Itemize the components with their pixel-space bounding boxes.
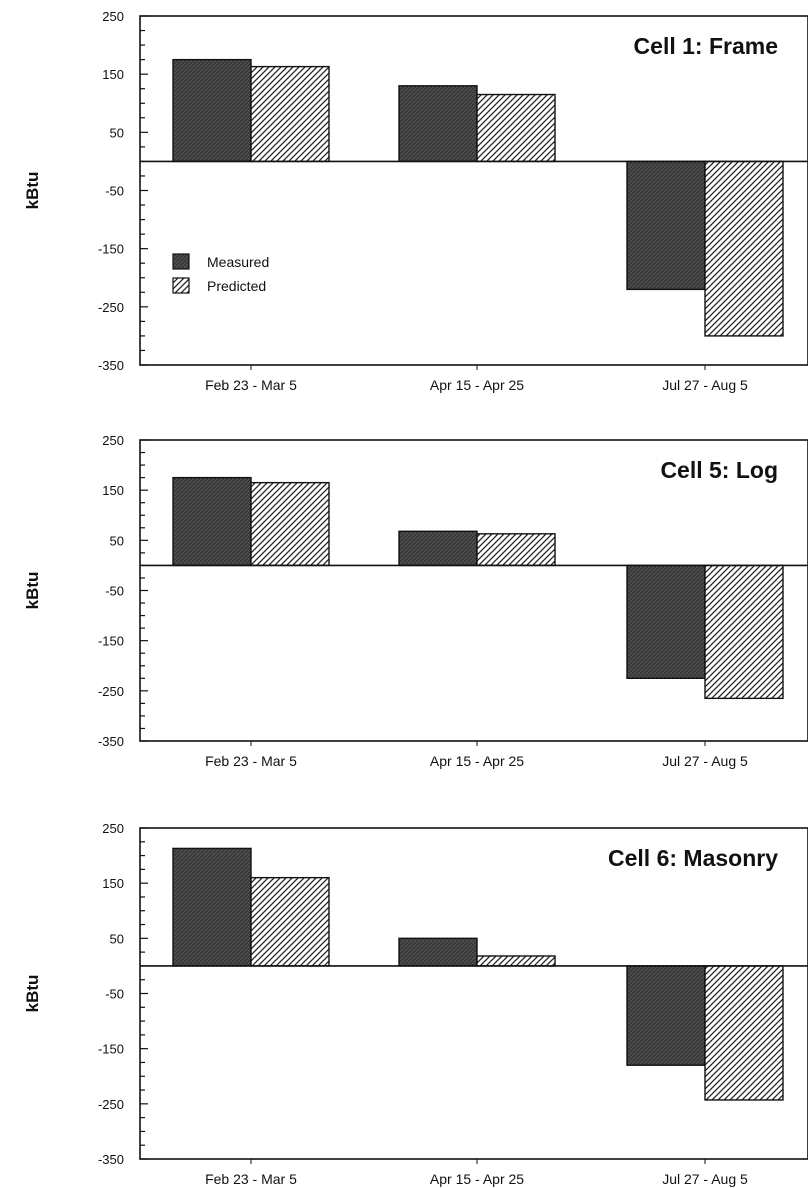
y-axis-label: kBtu (23, 572, 42, 610)
legend-swatch-predicted (172, 277, 190, 294)
bar-predicted (250, 65, 330, 163)
legend-label-measured: Measured (207, 254, 269, 270)
bar-measured (626, 564, 706, 679)
y-tick-label: -350 (98, 734, 124, 749)
y-tick-label: 150 (102, 67, 124, 82)
legend: Measured Predicted (172, 253, 269, 294)
bar-predicted (476, 955, 556, 967)
chart-panel-1: 250 150 50 -50 -150 -250 -350 kBtu Cell 1: Frame… (23, 9, 808, 393)
y-tick-label: -250 (98, 684, 124, 699)
bar-measured (398, 85, 478, 163)
y-tick-label: 150 (102, 876, 124, 891)
bar-predicted (250, 481, 330, 567)
x-category-label: Apr 15 - Apr 25 (430, 1171, 524, 1187)
bar-predicted (476, 93, 556, 163)
bar-measured (398, 530, 478, 567)
y-tick-label: -50 (105, 987, 124, 1002)
y-tick-label: -250 (98, 300, 124, 315)
bar-measured (172, 476, 252, 567)
x-category-label: Jul 27 - Aug 5 (662, 377, 748, 393)
bar-predicted (476, 533, 556, 567)
y-tick-label: 50 (110, 125, 124, 140)
bar-predicted (704, 564, 784, 700)
chart-panel-2: 250 150 50 -50 -150 -250 -350 kBtu Cell 5: Log Fe… (23, 433, 808, 769)
y-tick-label: -150 (98, 242, 124, 257)
y-tick-label: -350 (98, 1152, 124, 1167)
x-category-label: Apr 15 - Apr 25 (430, 753, 524, 769)
y-tick-label: -50 (105, 584, 124, 599)
y-tick-label: -150 (98, 1042, 124, 1057)
y-tick-label: 250 (102, 9, 124, 24)
legend-swatch-measured (172, 253, 190, 270)
bar-measured (626, 965, 706, 1066)
y-axis-label: kBtu (23, 172, 42, 210)
x-category-label: Jul 27 - Aug 5 (662, 1171, 748, 1187)
chart-title: Cell 5: Log (660, 457, 778, 483)
y-tick-label: -250 (98, 1097, 124, 1112)
x-category-label: Jul 27 - Aug 5 (662, 753, 748, 769)
bar-measured (626, 160, 706, 291)
y-axis-label: kBtu (23, 975, 42, 1013)
y-tick-label: -350 (98, 358, 124, 373)
legend-label-predicted: Predicted (207, 278, 266, 294)
chart-panel-3: 250 150 50 -50 -150 -250 -350 kBtu Cell 6: Mason… (23, 821, 808, 1187)
bar-measured (172, 847, 252, 967)
x-category-label: Feb 23 - Mar 5 (205, 1171, 297, 1187)
x-category-label: Apr 15 - Apr 25 (430, 377, 524, 393)
chart-title: Cell 1: Frame (634, 33, 778, 59)
bar-predicted (250, 876, 330, 967)
y-tick-label: -150 (98, 634, 124, 649)
y-tick-label: 50 (110, 533, 124, 548)
y-tick-label: 250 (102, 433, 124, 448)
bar-predicted (704, 965, 784, 1101)
y-tick-label: 50 (110, 931, 124, 946)
y-tick-label: 250 (102, 821, 124, 836)
y-tick-label: -50 (105, 184, 124, 199)
bar-predicted (704, 160, 784, 337)
x-category-label: Feb 23 - Mar 5 (205, 753, 297, 769)
y-tick-label: 150 (102, 483, 124, 498)
bar-measured (398, 937, 478, 967)
x-category-label: Feb 23 - Mar 5 (205, 377, 297, 393)
bar-measured (172, 58, 252, 163)
chart-title: Cell 6: Masonry (608, 845, 778, 871)
